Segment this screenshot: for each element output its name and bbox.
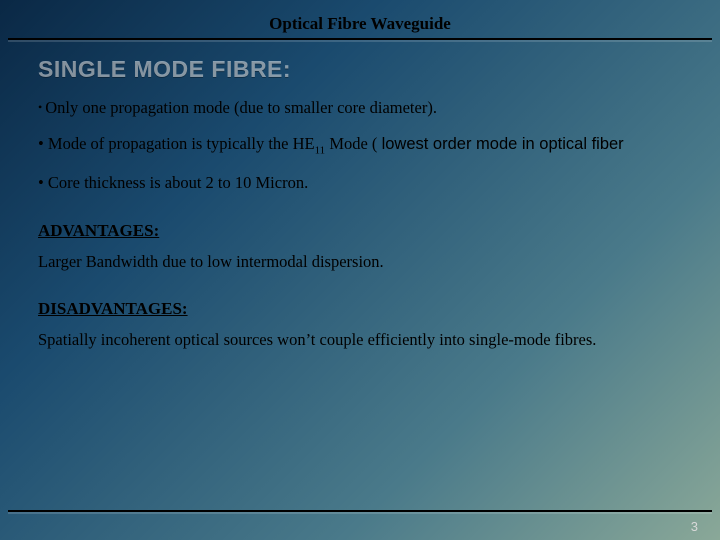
header: Optical Fibre Waveguide	[0, 0, 720, 40]
footer-divider	[8, 510, 712, 512]
section-title: SINGLE MODE FIBRE:	[38, 56, 720, 83]
bullet-1-text: Only one propagation mode (due to smalle…	[45, 98, 437, 117]
bullet-2-mid: Mode (	[325, 134, 381, 153]
bullet-1: Only one propagation mode (due to smalle…	[38, 97, 682, 119]
bullet-2-pre: • Mode of propagation is typically the H…	[38, 134, 315, 153]
header-divider	[8, 38, 712, 40]
page-number: 3	[691, 519, 698, 534]
content-area: Only one propagation mode (due to smalle…	[0, 97, 720, 351]
disadvantages-text: Spatially incoherent optical sources won…	[38, 329, 682, 351]
bullet-2: • Mode of propagation is typically the H…	[38, 133, 682, 158]
advantages-heading: ADVANTAGES:	[38, 221, 682, 241]
bullet-3: • Core thickness is about 2 to 10 Micron…	[38, 172, 682, 194]
bullet-2-sub: 11	[315, 145, 326, 157]
disadvantages-heading: DISADVANTAGES:	[38, 299, 682, 319]
page-title: Optical Fibre Waveguide	[0, 14, 720, 34]
advantages-text: Larger Bandwidth due to low intermodal d…	[38, 251, 682, 273]
bullet-2-sans: lowest order mode in optical fiber	[382, 135, 624, 153]
